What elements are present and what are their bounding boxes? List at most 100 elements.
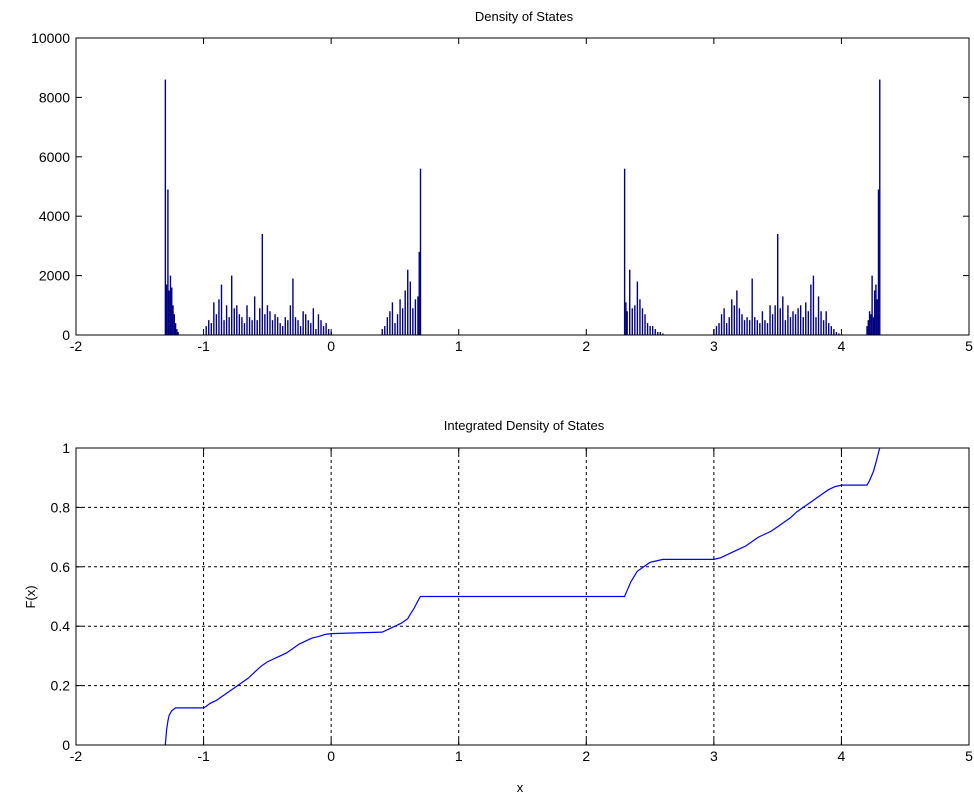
bar: [302, 311, 304, 335]
bar: [723, 308, 725, 335]
bar: [417, 296, 419, 335]
bar: [815, 317, 817, 335]
y-tick-label: 8000: [39, 89, 70, 105]
bar: [394, 323, 396, 335]
x-tick-label: 2: [582, 338, 590, 354]
y-tick-label: 0: [62, 327, 70, 343]
bar: [304, 314, 307, 335]
bar: [167, 189, 169, 335]
x-tick-label: -2: [70, 338, 83, 354]
bar: [872, 317, 875, 335]
bar: [794, 314, 797, 335]
bar: [168, 290, 170, 335]
bar: [271, 320, 274, 335]
bar: [784, 320, 787, 335]
bar: [317, 314, 320, 335]
y-axis-label: F(x): [23, 585, 38, 608]
bar: [833, 329, 835, 335]
bar: [238, 314, 241, 335]
bar: [215, 314, 218, 335]
bar: [171, 287, 173, 335]
x-tick-label: 4: [838, 338, 846, 354]
bar: [822, 320, 825, 335]
bar: [625, 302, 627, 335]
bar: [634, 305, 636, 335]
bar: [409, 281, 411, 335]
x-axis-label: x: [517, 780, 524, 795]
bar: [276, 317, 279, 335]
bar: [756, 320, 758, 335]
bar: [761, 311, 764, 335]
bar: [292, 278, 294, 335]
bar: [299, 326, 302, 335]
bar: [743, 320, 746, 335]
axes-box: [75, 37, 970, 336]
bar: [631, 308, 633, 335]
bar: [870, 314, 872, 335]
bar: [404, 290, 406, 335]
y-tick-label: 6000: [39, 149, 70, 165]
bar: [210, 323, 212, 335]
chart-title: Integrated Density of States: [444, 418, 605, 433]
x-tick-label: 2: [582, 748, 590, 764]
bar: [639, 299, 641, 335]
bar: [774, 305, 776, 335]
bar: [327, 329, 330, 335]
bar: [715, 326, 718, 335]
x-tick-label: 4: [838, 748, 846, 764]
y-tick-label: 0.2: [51, 678, 71, 694]
plot-area: [75, 37, 970, 336]
bar: [718, 323, 720, 335]
bar: [807, 311, 810, 335]
bar: [728, 317, 730, 335]
bar: [399, 299, 401, 335]
bar: [248, 317, 251, 335]
bar: [651, 326, 654, 335]
bar: [274, 314, 276, 335]
y-tick-label: 0: [62, 737, 70, 753]
bar: [736, 290, 738, 335]
bar: [169, 275, 172, 335]
bar: [636, 281, 639, 335]
bar: [172, 305, 174, 335]
bar: [866, 326, 868, 335]
x-tick-label: 3: [710, 338, 718, 354]
bar: [746, 317, 748, 335]
bar: [401, 308, 404, 335]
bar: [218, 299, 220, 335]
bar: [789, 317, 792, 335]
bar: [269, 311, 271, 335]
bar: [654, 329, 656, 335]
bar: [310, 323, 312, 335]
bar: [284, 317, 286, 335]
bar: [315, 329, 317, 335]
bar: [623, 168, 626, 335]
bar: [294, 317, 297, 335]
bar: [386, 317, 389, 335]
bar: [812, 275, 815, 335]
axes-box: [75, 447, 970, 746]
bar: [733, 305, 736, 335]
y-tick-label: 0.8: [51, 499, 71, 515]
bar: [626, 311, 628, 335]
bar: [662, 333, 664, 335]
bar: [407, 269, 409, 335]
bar: [289, 305, 292, 335]
bar: [256, 320, 258, 335]
bar: [297, 320, 299, 335]
grid-lines: [76, 448, 969, 745]
bar: [261, 234, 264, 335]
x-tick-label: 0: [327, 748, 335, 764]
bar: [787, 305, 789, 335]
bar: [414, 299, 417, 335]
x-tick-label: 0: [327, 338, 335, 354]
x-axis-ticks: -2 -1 0 1 2 3 4 5: [70, 448, 973, 764]
bar: [659, 332, 662, 335]
bar: [644, 314, 646, 335]
bar: [246, 305, 248, 335]
bar: [805, 302, 807, 335]
bar: [641, 308, 644, 335]
y-tick-label: 4000: [39, 208, 70, 224]
bar: [389, 311, 391, 335]
bar: [177, 332, 179, 335]
